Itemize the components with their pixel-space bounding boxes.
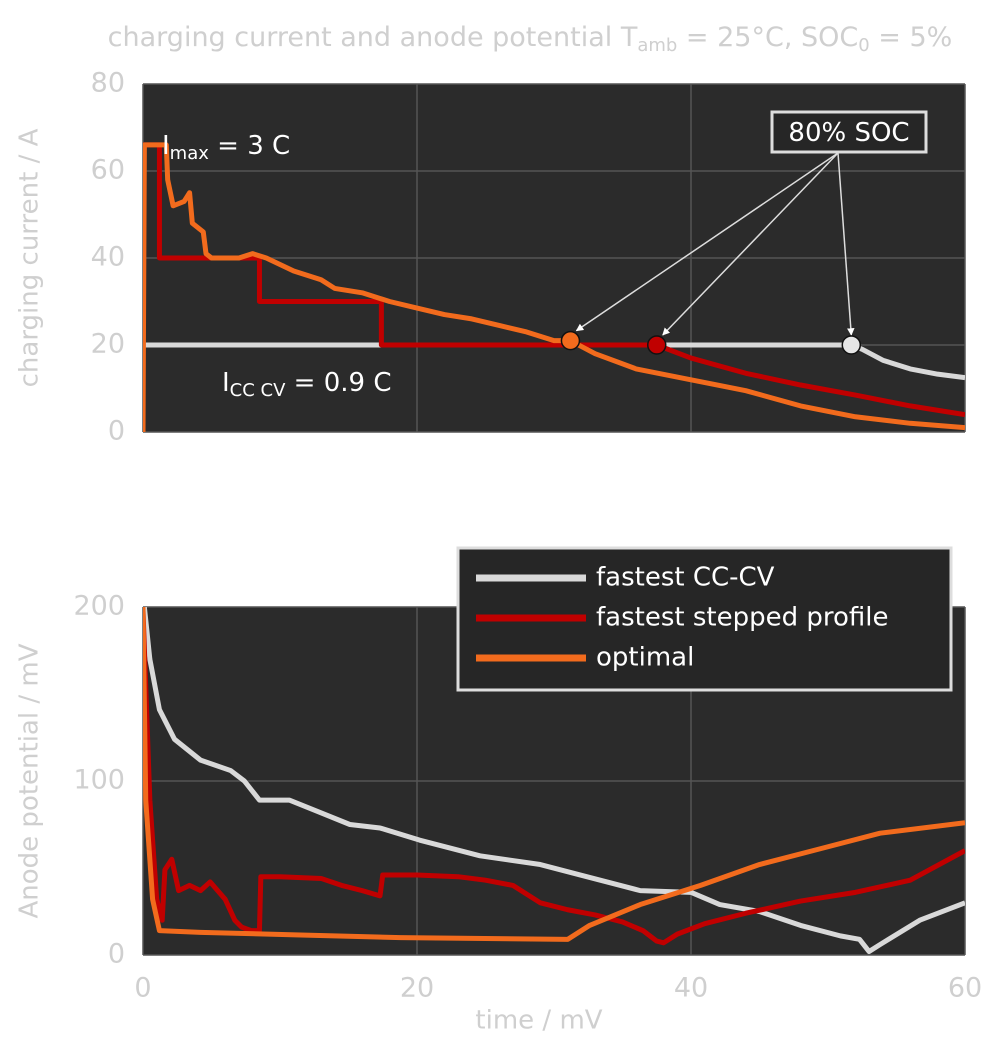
text-part: charging current and anode potential T: [108, 22, 638, 53]
y-tick-label: 60: [91, 155, 125, 186]
annotation: Imax = 3 C: [162, 131, 290, 165]
data-line: [143, 610, 965, 946]
x-tick-label: 20: [400, 973, 434, 1004]
y-axis-label: charging current / A: [15, 128, 45, 387]
text-part: I: [222, 368, 230, 398]
data-line: [143, 607, 965, 942]
text-part: = 25°C, SOC: [677, 22, 858, 53]
text-part: 80% SOC: [788, 118, 909, 148]
x-axis-label: time / mV: [475, 1006, 602, 1036]
text-part: I: [162, 131, 170, 161]
subscript: 0: [858, 35, 869, 56]
y-tick-label: 0: [108, 939, 125, 970]
x-tick-label: 0: [134, 973, 151, 1004]
legend: fastest CC-CV fastest stepped profile opti…: [456, 546, 953, 692]
y-axis-label: Anode potential / mV: [15, 643, 45, 918]
legend-label: fastest CC-CV: [596, 563, 775, 593]
x-tick-label: 60: [948, 973, 982, 1004]
y-tick-label: 20: [91, 329, 125, 360]
marker: [560, 330, 581, 351]
data-line: [143, 607, 965, 955]
annotation-arrow: [662, 152, 839, 336]
marker: [841, 335, 862, 355]
annotation: 80% SOC: [788, 118, 909, 148]
y-tick-label: 200: [73, 591, 125, 622]
annotation-arrow: [837, 152, 855, 336]
subscript: max: [170, 143, 210, 164]
y-tick-label: 100: [73, 765, 125, 796]
y-tick-label: 0: [108, 416, 125, 447]
text-part: = 3 C: [209, 131, 290, 161]
text-part: = 5%: [870, 22, 953, 53]
subscript: amb: [637, 35, 677, 56]
subscript: CC CV: [230, 380, 286, 401]
x-tick-label: 40: [674, 973, 708, 1004]
annotation-box: [770, 110, 928, 154]
data-line: [143, 142, 965, 432]
marker: [647, 335, 667, 355]
text-part: = 0.9 C: [285, 368, 391, 398]
y-tick-label: 40: [91, 242, 125, 273]
legend-label: optimal: [596, 643, 694, 673]
annotation: ICC CV = 0.9 C: [222, 368, 392, 402]
legend-label: fastest stepped profile: [596, 603, 888, 633]
annotation-arrow: [575, 152, 839, 332]
y-tick-label: 80: [91, 68, 125, 99]
data-line: [143, 142, 965, 418]
chart-title: charging current and anode potential Tam…: [108, 22, 953, 57]
